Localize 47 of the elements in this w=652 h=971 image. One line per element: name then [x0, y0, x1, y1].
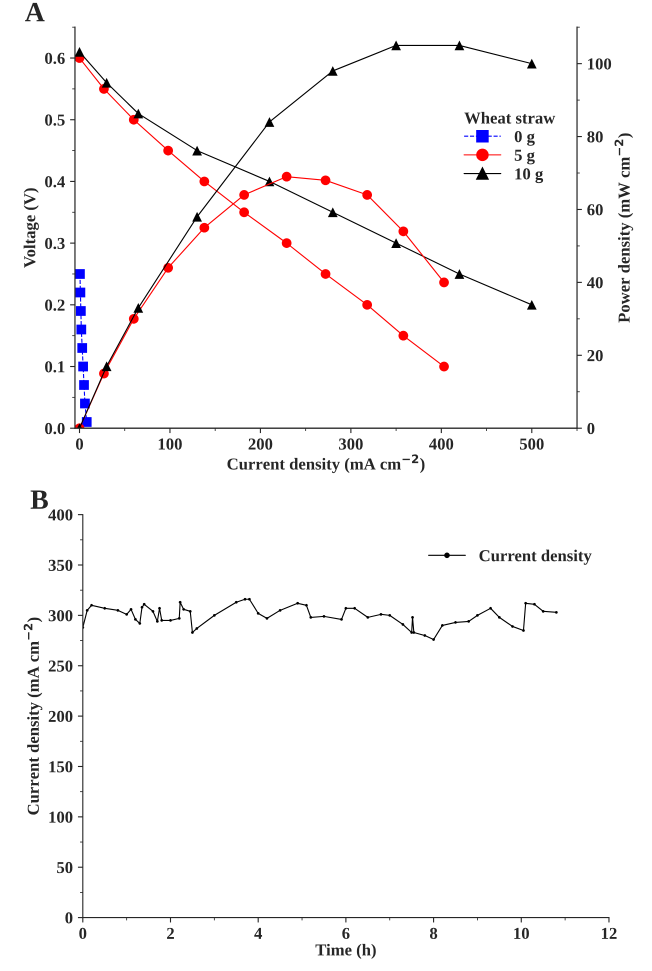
x-tick-label: 300 [339, 438, 363, 450]
legend-label: 0 g [514, 130, 535, 146]
x-tick-label: 4 [254, 928, 262, 939]
y-tick-label: 250 [48, 660, 72, 672]
chart-title: A [25, 2, 45, 22]
y2-axis-title: Power density (mW cm$^{−2}$) [614, 133, 634, 323]
x-tick-label: 100 [158, 438, 182, 450]
y-tick-label: 150 [49, 761, 72, 772]
legend-title: Wheat straw [464, 112, 556, 124]
x-axis-title: Current density (mA cm$^{−2}$) [227, 454, 424, 474]
legend-label: 10 g [515, 168, 544, 184]
y-tick-label: 0.2 [45, 300, 65, 311]
y-tick-label: 200 [48, 710, 72, 722]
y2-tick-label: 60 [587, 204, 603, 216]
x-tick-label: 8 [430, 928, 438, 940]
y-tick-label: 0.3 [45, 238, 65, 250]
y2-tick-label: 100 [588, 58, 612, 70]
chart-title: B [30, 490, 48, 509]
y2-tick-label: 80 [587, 131, 603, 143]
x-tick-label: 10 [514, 928, 529, 940]
y-axis-title: Voltage (V) [24, 188, 39, 268]
y-tick-label: 300 [48, 610, 72, 622]
y-tick-label: 350 [48, 560, 72, 571]
x-tick-label: 6 [342, 928, 350, 940]
y-tick-label: 0.5 [45, 114, 65, 126]
y-tick-label: 0 [65, 912, 72, 924]
y-tick-label: 0.0 [45, 422, 65, 434]
legend-label: 5 g [514, 150, 535, 164]
y2-tick-label: 0 [587, 422, 594, 434]
x-tick-label: 0 [76, 438, 84, 450]
x-tick-label: 400 [429, 438, 454, 450]
legend-label: Current density [479, 550, 592, 565]
y-tick-label: 100 [49, 812, 72, 823]
y-tick-label: 0.6 [45, 52, 65, 64]
y-tick-label: 400 [48, 509, 72, 521]
y-tick-label: 50 [57, 862, 72, 874]
y-tick-label: 0.1 [45, 361, 64, 373]
x-tick-label: 200 [248, 438, 272, 450]
y-tick-label: 0.4 [45, 176, 65, 188]
x-tick-label: 500 [520, 438, 544, 450]
y2-tick-label: 20 [587, 350, 603, 362]
y-axis-title: Current density (mA cm$^{−2}$) [24, 618, 42, 815]
x-axis-title: Time (h) [316, 944, 376, 959]
y2-tick-label: 40 [586, 277, 603, 288]
x-tick-label: 0 [79, 928, 86, 940]
x-tick-label: 2 [167, 928, 174, 939]
x-tick-label: 12 [602, 928, 617, 939]
